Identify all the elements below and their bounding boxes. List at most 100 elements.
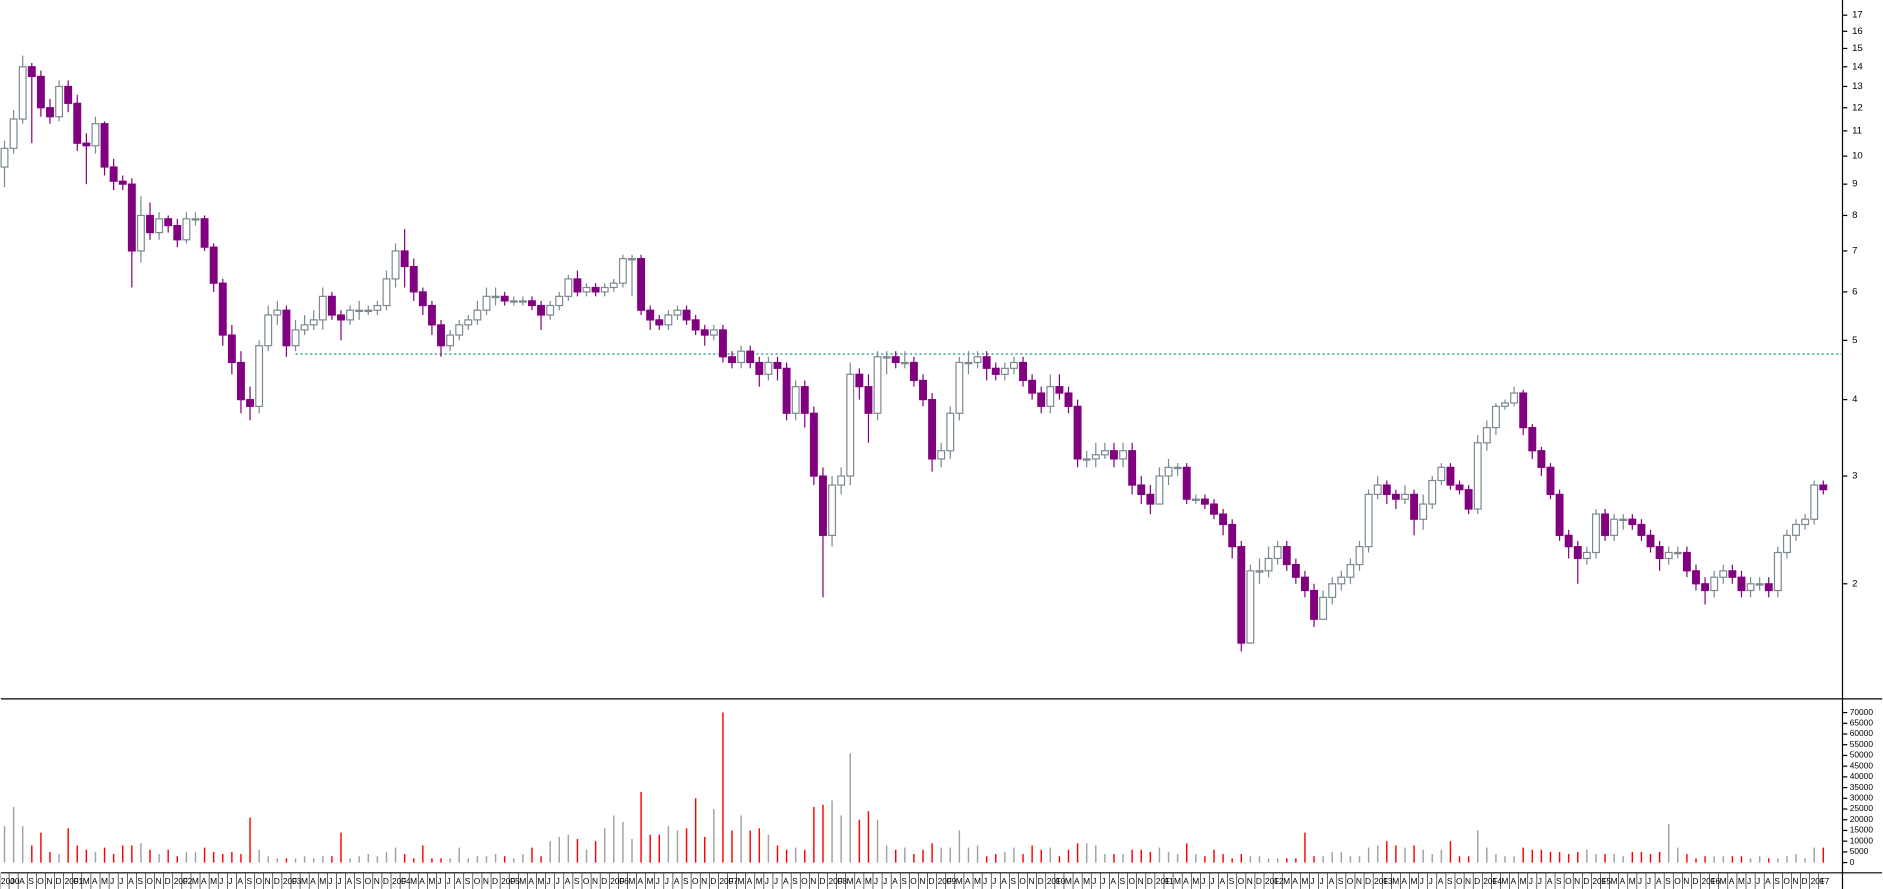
- volume-bar: [431, 858, 433, 863]
- candle-body: [1528, 427, 1537, 452]
- x-tick-label: D: [1256, 876, 1262, 886]
- candle-body: [1382, 484, 1391, 495]
- candle-body: [1564, 534, 1573, 548]
- volume-bar: [804, 849, 806, 863]
- candle-body: [100, 123, 109, 168]
- x-tick-label: N: [1574, 876, 1580, 886]
- volume-bar: [1058, 856, 1061, 863]
- candle-body: [991, 367, 1000, 375]
- volume-bar: [294, 858, 297, 863]
- volume-y-tick-label: 40000: [1850, 771, 1874, 781]
- x-tick-label: M: [847, 876, 854, 886]
- x-tick-label: N: [1138, 876, 1144, 886]
- x-tick-label: F: [947, 876, 952, 886]
- volume-bar: [1640, 851, 1643, 863]
- x-tick-label: J: [1756, 876, 1760, 886]
- x-tick-label: 2014: [1483, 876, 1502, 886]
- volume-bar: [1176, 854, 1179, 863]
- candle-body: [1210, 503, 1218, 515]
- candle-body: [1428, 479, 1437, 505]
- x-tick-label: M: [101, 876, 108, 886]
- x-tick-label: D: [165, 876, 171, 886]
- x-tick-label: N: [374, 876, 380, 886]
- x-tick-label: N: [592, 876, 598, 886]
- candle-body: [846, 373, 855, 477]
- volume-y-tick-label: 0: [1850, 857, 1855, 867]
- volume-bar: [85, 849, 88, 863]
- x-tick-label: A: [783, 876, 789, 886]
- volume-bar: [1531, 849, 1534, 863]
- volume-bar: [1049, 847, 1052, 863]
- volume-bar: [1486, 847, 1488, 863]
- volume-bar: [385, 851, 388, 863]
- candle-body: [946, 412, 955, 452]
- x-tick-label: M: [301, 876, 308, 886]
- x-tick-label: 2001: [65, 876, 84, 886]
- candle-body: [537, 304, 546, 316]
- candle-body: [1646, 534, 1655, 548]
- x-tick-label: F: [510, 876, 515, 886]
- volume-bar: [985, 856, 988, 863]
- x-tick-label: D: [1365, 876, 1371, 886]
- volume-bar: [1367, 847, 1370, 863]
- candle-body: [955, 361, 964, 414]
- y-tick-label: 6: [1852, 286, 1857, 297]
- volume-bar: [904, 847, 906, 863]
- y-tick-label: 3: [1852, 471, 1857, 482]
- candle-body: [1282, 546, 1291, 566]
- candle-body: [1364, 493, 1373, 548]
- candle-body: [1273, 546, 1282, 560]
- x-tick-label: D: [1147, 876, 1153, 886]
- volume-bar: [1677, 847, 1679, 863]
- volume-bar: [1276, 858, 1279, 863]
- volume-bar: [103, 847, 106, 863]
- volume-bar: [1731, 856, 1734, 863]
- x-tick-label: J: [10, 876, 14, 886]
- x-tick-label: O: [1456, 876, 1463, 886]
- volume-bar: [1477, 830, 1479, 863]
- x-tick-label: 2002: [174, 876, 193, 886]
- candle-body: [455, 324, 464, 336]
- candle-body: [409, 265, 418, 293]
- volume-bar: [1104, 854, 1106, 863]
- x-tick-label: 2000: [1, 876, 20, 886]
- x-tick-label: O: [910, 876, 917, 886]
- x-tick-label: F: [1601, 876, 1606, 886]
- volume-y-tick-label: 55000: [1850, 739, 1874, 749]
- volume-bar: [31, 845, 33, 863]
- volume-bar: [303, 856, 306, 863]
- candle-body: [1746, 583, 1755, 592]
- candle-body: [655, 319, 664, 326]
- x-tick-label: A: [201, 876, 207, 886]
- x-tick-label: N: [1465, 876, 1471, 886]
- candle-body: [1246, 570, 1255, 644]
- volume-bar: [858, 819, 861, 863]
- candle-body: [873, 356, 882, 414]
- volume-bar: [1413, 845, 1415, 863]
- volume-bar: [403, 854, 406, 863]
- x-tick-label: M: [1720, 876, 1727, 886]
- volume-bar: [1231, 858, 1233, 863]
- volume-bar: [849, 753, 851, 863]
- x-tick-label: A: [892, 876, 898, 886]
- x-tick-label: M: [1629, 876, 1636, 886]
- volume-bar: [885, 845, 888, 863]
- candle-body: [300, 324, 309, 331]
- candle-body: [509, 300, 518, 303]
- y-tick-label: 16: [1852, 26, 1863, 37]
- x-tick-label: A: [128, 876, 134, 886]
- x-tick-label: J: [1429, 876, 1433, 886]
- volume-bar: [685, 828, 688, 863]
- candle-body: [291, 329, 300, 347]
- volume-bar: [1495, 854, 1497, 863]
- candle-body: [264, 314, 273, 347]
- candle-body: [828, 484, 837, 536]
- x-tick-label: A: [1438, 876, 1444, 886]
- x-tick-label: S: [28, 876, 34, 886]
- volume-bar: [1095, 845, 1097, 863]
- candle-body: [1391, 493, 1400, 500]
- volume-bar: [340, 832, 342, 863]
- candle-body: [582, 286, 591, 293]
- x-tick-label: 2004: [392, 876, 411, 886]
- x-tick-label: J: [556, 876, 560, 886]
